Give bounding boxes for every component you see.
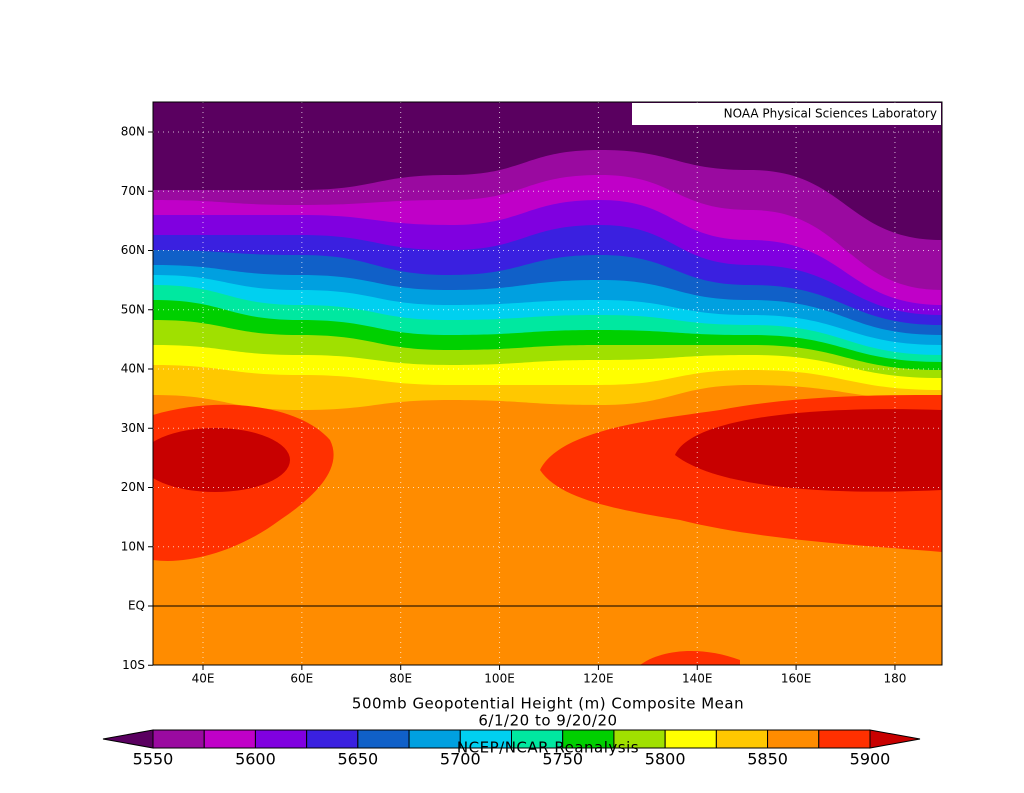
date-range: 6/1/20 to 9/20/20	[478, 712, 617, 730]
plot-frame	[152, 101, 943, 666]
colorbar-label: 5650	[337, 750, 378, 769]
lat-label: 30N	[121, 421, 145, 435]
lon-label: 140E	[682, 672, 713, 686]
colorbar-box	[254, 729, 308, 749]
colorbar-label: 5850	[747, 750, 788, 769]
lat-label: 10N	[121, 539, 145, 553]
colorbar-box	[306, 729, 359, 749]
colorbar-box	[715, 729, 769, 749]
colorbar-box	[664, 729, 717, 749]
colorbar-box	[767, 729, 820, 749]
title: 500mb Geopotential Height (m) Composite …	[352, 695, 744, 713]
credit-box	[632, 103, 941, 125]
lat-label: 40N	[121, 362, 145, 376]
colorbar-above	[869, 729, 921, 749]
colorbar-label: 5550	[133, 750, 174, 769]
lat-label: 80N	[121, 125, 145, 139]
lon-label: 40E	[192, 672, 215, 686]
colorbar-box	[818, 729, 871, 749]
colorbar-box	[203, 729, 256, 749]
lat-label: 50N	[121, 302, 145, 316]
lon-label: 120E	[583, 672, 614, 686]
dataset: NCEP/NCAR Reanalysis	[457, 739, 639, 757]
lat-label: 10S	[122, 658, 145, 672]
colorbar-box	[152, 729, 205, 749]
lon-label: 60E	[290, 672, 313, 686]
colorbar-box	[357, 729, 410, 749]
lon-label: 180	[883, 672, 906, 686]
band	[675, 409, 942, 492]
band	[640, 650, 740, 665]
colorbar-label: 5600	[235, 750, 276, 769]
map-area	[153, 102, 942, 665]
lon-label: 80E	[389, 672, 412, 686]
colorbar-below	[102, 729, 154, 749]
colorbar-label: 5750	[542, 750, 583, 769]
credit: NOAA Physical Sciences Laboratory	[724, 107, 937, 121]
lon-label: 100E	[484, 672, 515, 686]
colorbar-box	[408, 729, 461, 749]
lat-label: 20N	[121, 480, 145, 494]
colorbar: 5550 5600 5650 5700 5750 5800 5850 5900	[102, 729, 921, 769]
lat-label: 70N	[121, 184, 145, 198]
colorbar-label: 5900	[850, 750, 891, 769]
lat-label: EQ	[128, 599, 145, 613]
band	[153, 428, 290, 492]
lat-label: 60N	[121, 243, 145, 257]
colorbar-label: 5800	[645, 750, 686, 769]
colorbar-label: 5700	[440, 750, 481, 769]
lon-label: 160E	[781, 672, 812, 686]
